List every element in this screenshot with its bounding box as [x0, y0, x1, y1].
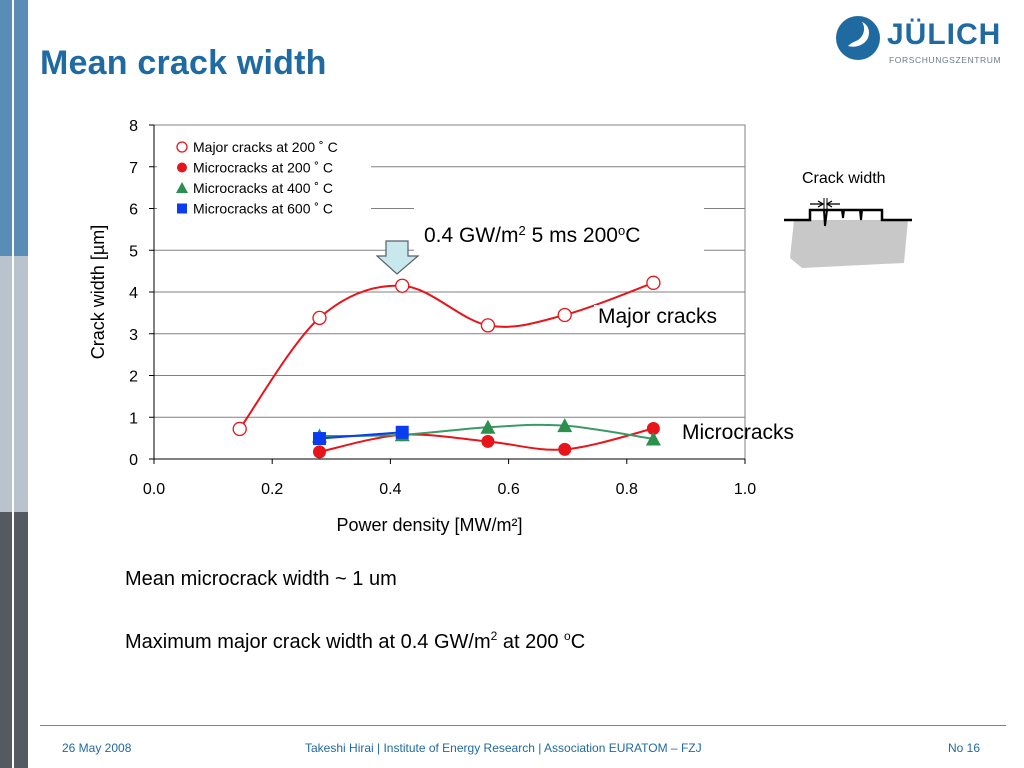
y-tick-label: 6 [129, 202, 138, 219]
legend-entry-4: Microcracks at 600 ˚ C [193, 201, 333, 217]
chart-legend: Major cracks at 200 ˚ C Microcracks at 20… [157, 128, 371, 218]
y-tick-label: 7 [129, 160, 138, 177]
data-point-series-4 [395, 425, 409, 439]
x-tick-label: 0.4 [379, 481, 401, 498]
note-mean-microcrack: Mean microcrack width ~ 1 um [125, 568, 397, 590]
data-point-series-1 [480, 318, 496, 333]
callout-text-b: 5 ms 200 [525, 224, 618, 247]
y-tick-label: 2 [129, 369, 138, 386]
legend-marker-1 [176, 141, 188, 153]
callout-text-c: C [625, 224, 641, 247]
y-tick-label: 1 [129, 410, 138, 427]
y-tick-label: 4 [129, 285, 138, 302]
series-line-1 [238, 281, 654, 430]
data-point-series-3 [557, 418, 573, 433]
legend-marker-2 [177, 162, 187, 173]
julich-logo: JÜLICH FORSCHUNGSZENTRUM [834, 12, 1014, 72]
data-point-series-2 [558, 442, 572, 456]
data-point-series-2 [481, 434, 495, 448]
x-axis-label: Power density [MW/m²] [336, 515, 522, 535]
note2-text-c: C [570, 631, 586, 653]
crack-width-diagram: Crack width [780, 168, 920, 278]
crack-width-chart: 0 1 2 3 4 5 6 7 8 0.0 0.2 0.4 0.6 0.8 1.0 Power densit… [88, 118, 756, 535]
sidebar-decoration [0, 0, 28, 768]
series-line-4 [319, 431, 403, 440]
note2-sup-2: o [564, 629, 571, 643]
x-tick-label: 0.0 [143, 481, 165, 498]
julich-logo-icon [836, 16, 880, 60]
x-tick-label: 0.8 [616, 481, 638, 498]
legend-entry-2: Microcracks at 200 ˚ C [193, 160, 333, 176]
y-tick-label: 8 [129, 118, 138, 135]
footer-date: 26 May 2008 [62, 741, 132, 755]
footer-divider [40, 725, 1006, 726]
chart-data-points [232, 275, 661, 459]
x-tick-label: 0.2 [261, 481, 283, 498]
chart-tick-labels: 0 1 2 3 4 5 6 7 8 0.0 0.2 0.4 0.6 0.8 1.0 [129, 118, 756, 498]
data-point-series-3 [480, 419, 496, 434]
legend-background [157, 128, 371, 218]
footer-page-number: No 16 [948, 741, 981, 755]
y-axis-label: Crack width [µm] [88, 225, 108, 359]
crack-profile-icon [784, 198, 912, 268]
callout-text-a: 0.4 GW/m [424, 224, 519, 247]
slide-title: Mean crack width [40, 44, 327, 82]
logo-subtitle: FORSCHUNGSZENTRUM [889, 55, 1002, 65]
legend-entry-3: Microcracks at 400 ˚ C [193, 180, 333, 196]
data-point-series-1 [395, 278, 410, 293]
legend-entry-1: Major cracks at 200 ˚ C [193, 139, 338, 155]
x-tick-label: 1.0 [734, 481, 756, 498]
sidebar-band-bottom [0, 512, 28, 768]
major-cracks-label: Major cracks [594, 305, 722, 329]
sidebar-band-top [0, 0, 28, 256]
note2-text-b: at 200 [497, 631, 565, 653]
note2-text-a: Maximum major crack width at 0.4 GW/m [125, 631, 491, 653]
down-arrow-icon [376, 240, 420, 275]
data-point-series-2 [312, 445, 326, 459]
data-point-series-2 [646, 422, 660, 436]
y-tick-label: 0 [129, 452, 138, 469]
logo-name: JÜLICH [887, 18, 1002, 51]
microcracks-label: Microcracks [682, 421, 795, 444]
chart-axes [149, 124, 746, 464]
note2-sup-1: 2 [490, 629, 498, 643]
condition-callout: 0.4 GW/m2 5 ms 200oC [414, 208, 704, 254]
legend-marker-3 [176, 182, 188, 193]
note-max-major-crack: Maximum major crack width at 0.4 GW/m2 a… [125, 629, 585, 654]
data-point-series-1 [557, 307, 572, 323]
footer-author: Takeshi Hirai | Institute of Energy Rese… [305, 741, 702, 755]
y-tick-label: 5 [129, 243, 138, 260]
sidebar-band-middle [0, 256, 28, 512]
callout-sup-1: 2 [518, 223, 526, 238]
callout-sup-2: o [617, 223, 626, 238]
data-point-series-1 [232, 421, 247, 437]
data-point-series-1 [312, 310, 327, 326]
data-point-series-3 [645, 431, 661, 446]
data-point-series-4 [312, 432, 326, 446]
y-tick-label: 3 [129, 327, 138, 344]
sidebar-stripe [12, 0, 14, 768]
x-tick-label: 0.6 [497, 481, 519, 498]
diagram-title: Crack width [802, 170, 886, 187]
chart-series-lines [238, 281, 654, 453]
legend-marker-4 [177, 203, 187, 214]
data-point-series-1 [646, 275, 661, 290]
